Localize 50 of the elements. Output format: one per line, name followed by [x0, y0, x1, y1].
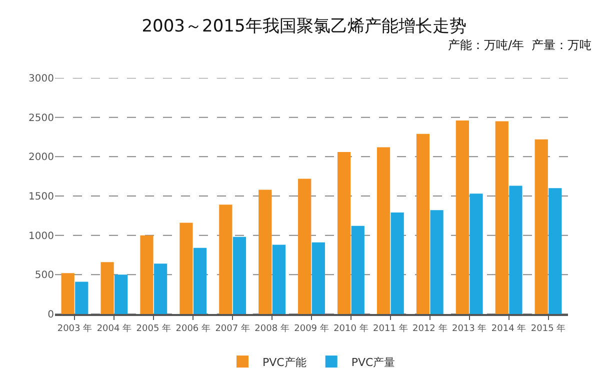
chart-title: 2003～2015年我国聚氯乙烯产能增长走势	[142, 16, 466, 36]
y-tick-label: 0	[48, 310, 54, 320]
chart-subtitle: 产能：万吨/年 产量：万吨	[448, 38, 592, 52]
bar	[298, 178, 312, 314]
bar	[61, 273, 74, 314]
bar	[509, 186, 522, 314]
x-tick-label: 2005 年	[136, 322, 172, 334]
bar	[258, 190, 272, 314]
bar	[180, 222, 193, 314]
bar	[534, 139, 548, 314]
bar	[219, 204, 232, 314]
bar	[376, 147, 390, 314]
bar	[470, 194, 483, 314]
bar	[495, 121, 508, 314]
y-tick-label: 500	[34, 270, 54, 282]
x-tick-label: 2009 年	[294, 322, 329, 334]
bar	[351, 226, 364, 314]
bar	[312, 242, 325, 314]
bar	[100, 262, 114, 314]
y-tick-label: 2500	[28, 112, 54, 124]
x-tick-label: 2015 年	[530, 322, 566, 334]
bar	[456, 120, 469, 314]
bar	[390, 212, 404, 314]
x-tick-label: 2012 年	[412, 322, 448, 334]
bar	[430, 210, 444, 314]
bar	[75, 282, 88, 314]
x-tick-label: 2003 年	[57, 322, 92, 334]
x-tick-label: 2011 年	[373, 322, 408, 334]
y-tick-label: 1000	[28, 230, 54, 242]
bar	[272, 244, 286, 314]
bar	[548, 188, 562, 314]
bar	[154, 264, 168, 314]
legend-label: PVC产能	[262, 356, 306, 369]
x-tick-label: 2014 年	[491, 322, 526, 334]
bar	[232, 236, 246, 314]
bar	[114, 274, 128, 314]
y-tick-label: 3000	[28, 74, 54, 84]
x-tick-label: 2004 年	[96, 322, 132, 334]
bar	[338, 152, 351, 314]
x-tick-label: 2006 年	[176, 322, 211, 334]
x-tick-label: 2013 年	[452, 322, 487, 334]
legend-label: PVC产量	[351, 356, 396, 369]
x-tick-label: 2010 年	[334, 322, 368, 334]
y-tick-label: 2000	[28, 152, 54, 164]
x-tick-label: 2008 年	[254, 322, 290, 334]
bar	[140, 235, 154, 314]
y-tick-label: 1500	[28, 192, 54, 202]
x-tick-label: 2007 年	[215, 322, 250, 334]
bar	[416, 134, 430, 314]
bar	[193, 248, 207, 314]
